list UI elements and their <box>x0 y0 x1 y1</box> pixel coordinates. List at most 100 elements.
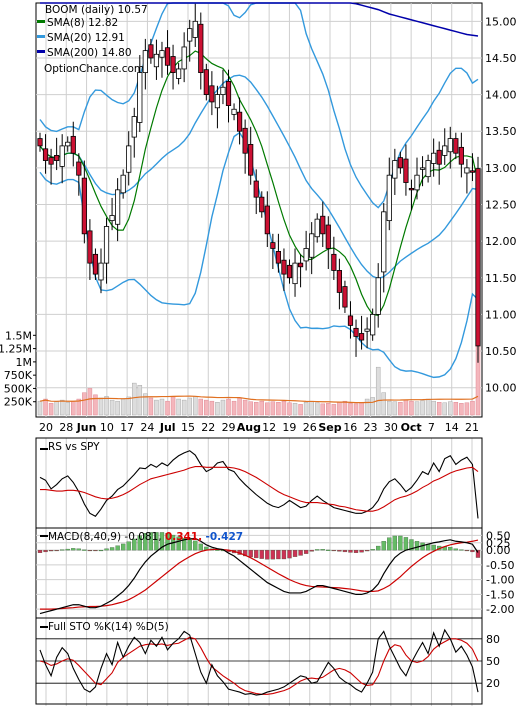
candle-body <box>281 259 287 275</box>
candle-body <box>264 205 270 235</box>
price-tick-label: 11.50 <box>485 272 517 285</box>
macd-histogram-bar <box>381 541 386 551</box>
macd-panel: 0.500.250.00 -0.50 -1.00-1.50 -2.00 <box>35 527 514 619</box>
macd-histogram-bar <box>398 535 403 551</box>
macd-histogram-bar <box>331 549 336 552</box>
candle-body <box>425 160 431 178</box>
candle-body <box>103 226 110 264</box>
date-tick-label: Sep <box>318 421 341 434</box>
sto-title: Full STO %K(14) %D(5) <box>48 621 169 633</box>
macd-histogram-bar <box>359 549 364 553</box>
macd-histogram-bar <box>392 535 397 551</box>
macd-histogram-bar <box>309 549 314 552</box>
candle-body <box>408 187 415 191</box>
macd-histogram-bar <box>193 540 198 551</box>
volume-bar <box>392 401 398 416</box>
macd-histogram-bar <box>126 541 131 551</box>
date-tick-label: 21 <box>465 421 479 434</box>
volume-bar <box>231 400 237 416</box>
macd-histogram-bar <box>71 548 76 551</box>
macd-histogram-bar <box>315 549 320 551</box>
candle-body <box>286 264 293 279</box>
date-tick-label: 24 <box>140 421 154 434</box>
candle-body <box>153 53 160 68</box>
candle-body <box>65 141 71 147</box>
candle-body <box>375 277 381 315</box>
volume-bar <box>337 402 342 416</box>
price-tick-label: 10.50 <box>485 345 517 358</box>
volume-bar <box>398 402 403 416</box>
macd-histogram-bar <box>364 549 370 552</box>
legend-swatch-sma20 <box>37 35 45 38</box>
candle-body <box>314 218 320 238</box>
candle-body <box>120 174 126 194</box>
macd-histogram-bar <box>459 549 464 551</box>
macd-histogram-bar <box>292 549 298 557</box>
macd-histogram-bar <box>93 549 98 552</box>
volume-bar <box>170 396 176 416</box>
volume-bar <box>93 394 98 416</box>
volume-tick-label: 1.25M <box>0 343 32 356</box>
date-tick-label: 26 <box>303 421 317 434</box>
macd-histogram-bar <box>320 549 325 551</box>
volume-bar <box>165 400 170 416</box>
date-tick-label: 28 <box>59 421 73 434</box>
macd-histogram-bar <box>259 549 264 559</box>
sma200-line <box>40 2 479 37</box>
volume-bar <box>220 399 226 416</box>
volume-bar <box>76 398 82 416</box>
date-tick-label: Aug <box>237 421 261 434</box>
candle-body <box>325 224 331 249</box>
volume-bar <box>209 400 215 416</box>
date-tick-label: Jun <box>76 421 97 434</box>
macd-histogram-bar <box>98 549 104 552</box>
candle-body <box>270 242 276 249</box>
candle-body <box>236 111 243 132</box>
candle-body <box>192 20 198 38</box>
candle-body <box>386 174 392 222</box>
macd-histogram-bar <box>109 547 115 551</box>
date-tick-label: 14 <box>445 421 459 434</box>
volume-bar <box>442 402 447 416</box>
candle-body <box>142 50 148 74</box>
candle-body <box>214 94 221 109</box>
candle-body <box>81 177 87 235</box>
macd-histogram-bar <box>403 537 409 551</box>
sma20-line <box>39 74 479 280</box>
sto-tick-label: 80 <box>486 633 500 646</box>
macd-tick-label: -1.00 <box>486 574 514 587</box>
candle-body <box>92 253 99 275</box>
price-tick-label: 12.50 <box>485 199 517 212</box>
date-tick-label: Oct <box>401 421 422 434</box>
candle-body <box>203 69 209 95</box>
volume-bar <box>237 397 242 416</box>
candle-body <box>137 72 143 123</box>
volume-bar <box>87 388 93 416</box>
candle-body <box>436 149 442 165</box>
candle-body <box>126 145 132 173</box>
macd-histogram-bar <box>65 548 70 551</box>
macd-histogram-bar <box>165 533 170 551</box>
macd-histogram-bar <box>104 548 109 551</box>
volume-bar <box>143 393 148 416</box>
macd-histogram-bar <box>470 549 475 553</box>
macd-histogram-bar <box>276 549 281 560</box>
candle-body <box>303 248 309 262</box>
price-tick-label: 11.00 <box>485 308 517 321</box>
macd-signal-line <box>40 539 479 610</box>
volume-bar <box>364 398 370 416</box>
volume-tick-label: 1.5M <box>5 329 32 342</box>
macd-histogram-bar <box>414 541 420 551</box>
price-tick-label: 10.00 <box>485 382 517 395</box>
volume-bar <box>259 400 265 416</box>
candle-body <box>148 44 154 59</box>
candle-body <box>209 85 215 103</box>
volume-bar <box>448 401 453 416</box>
volume-bar <box>187 397 192 416</box>
volume-bar <box>132 382 137 416</box>
volume-bar <box>204 399 209 416</box>
candle-body <box>115 189 121 225</box>
volume-bar <box>109 399 115 416</box>
candle-body <box>336 270 342 293</box>
